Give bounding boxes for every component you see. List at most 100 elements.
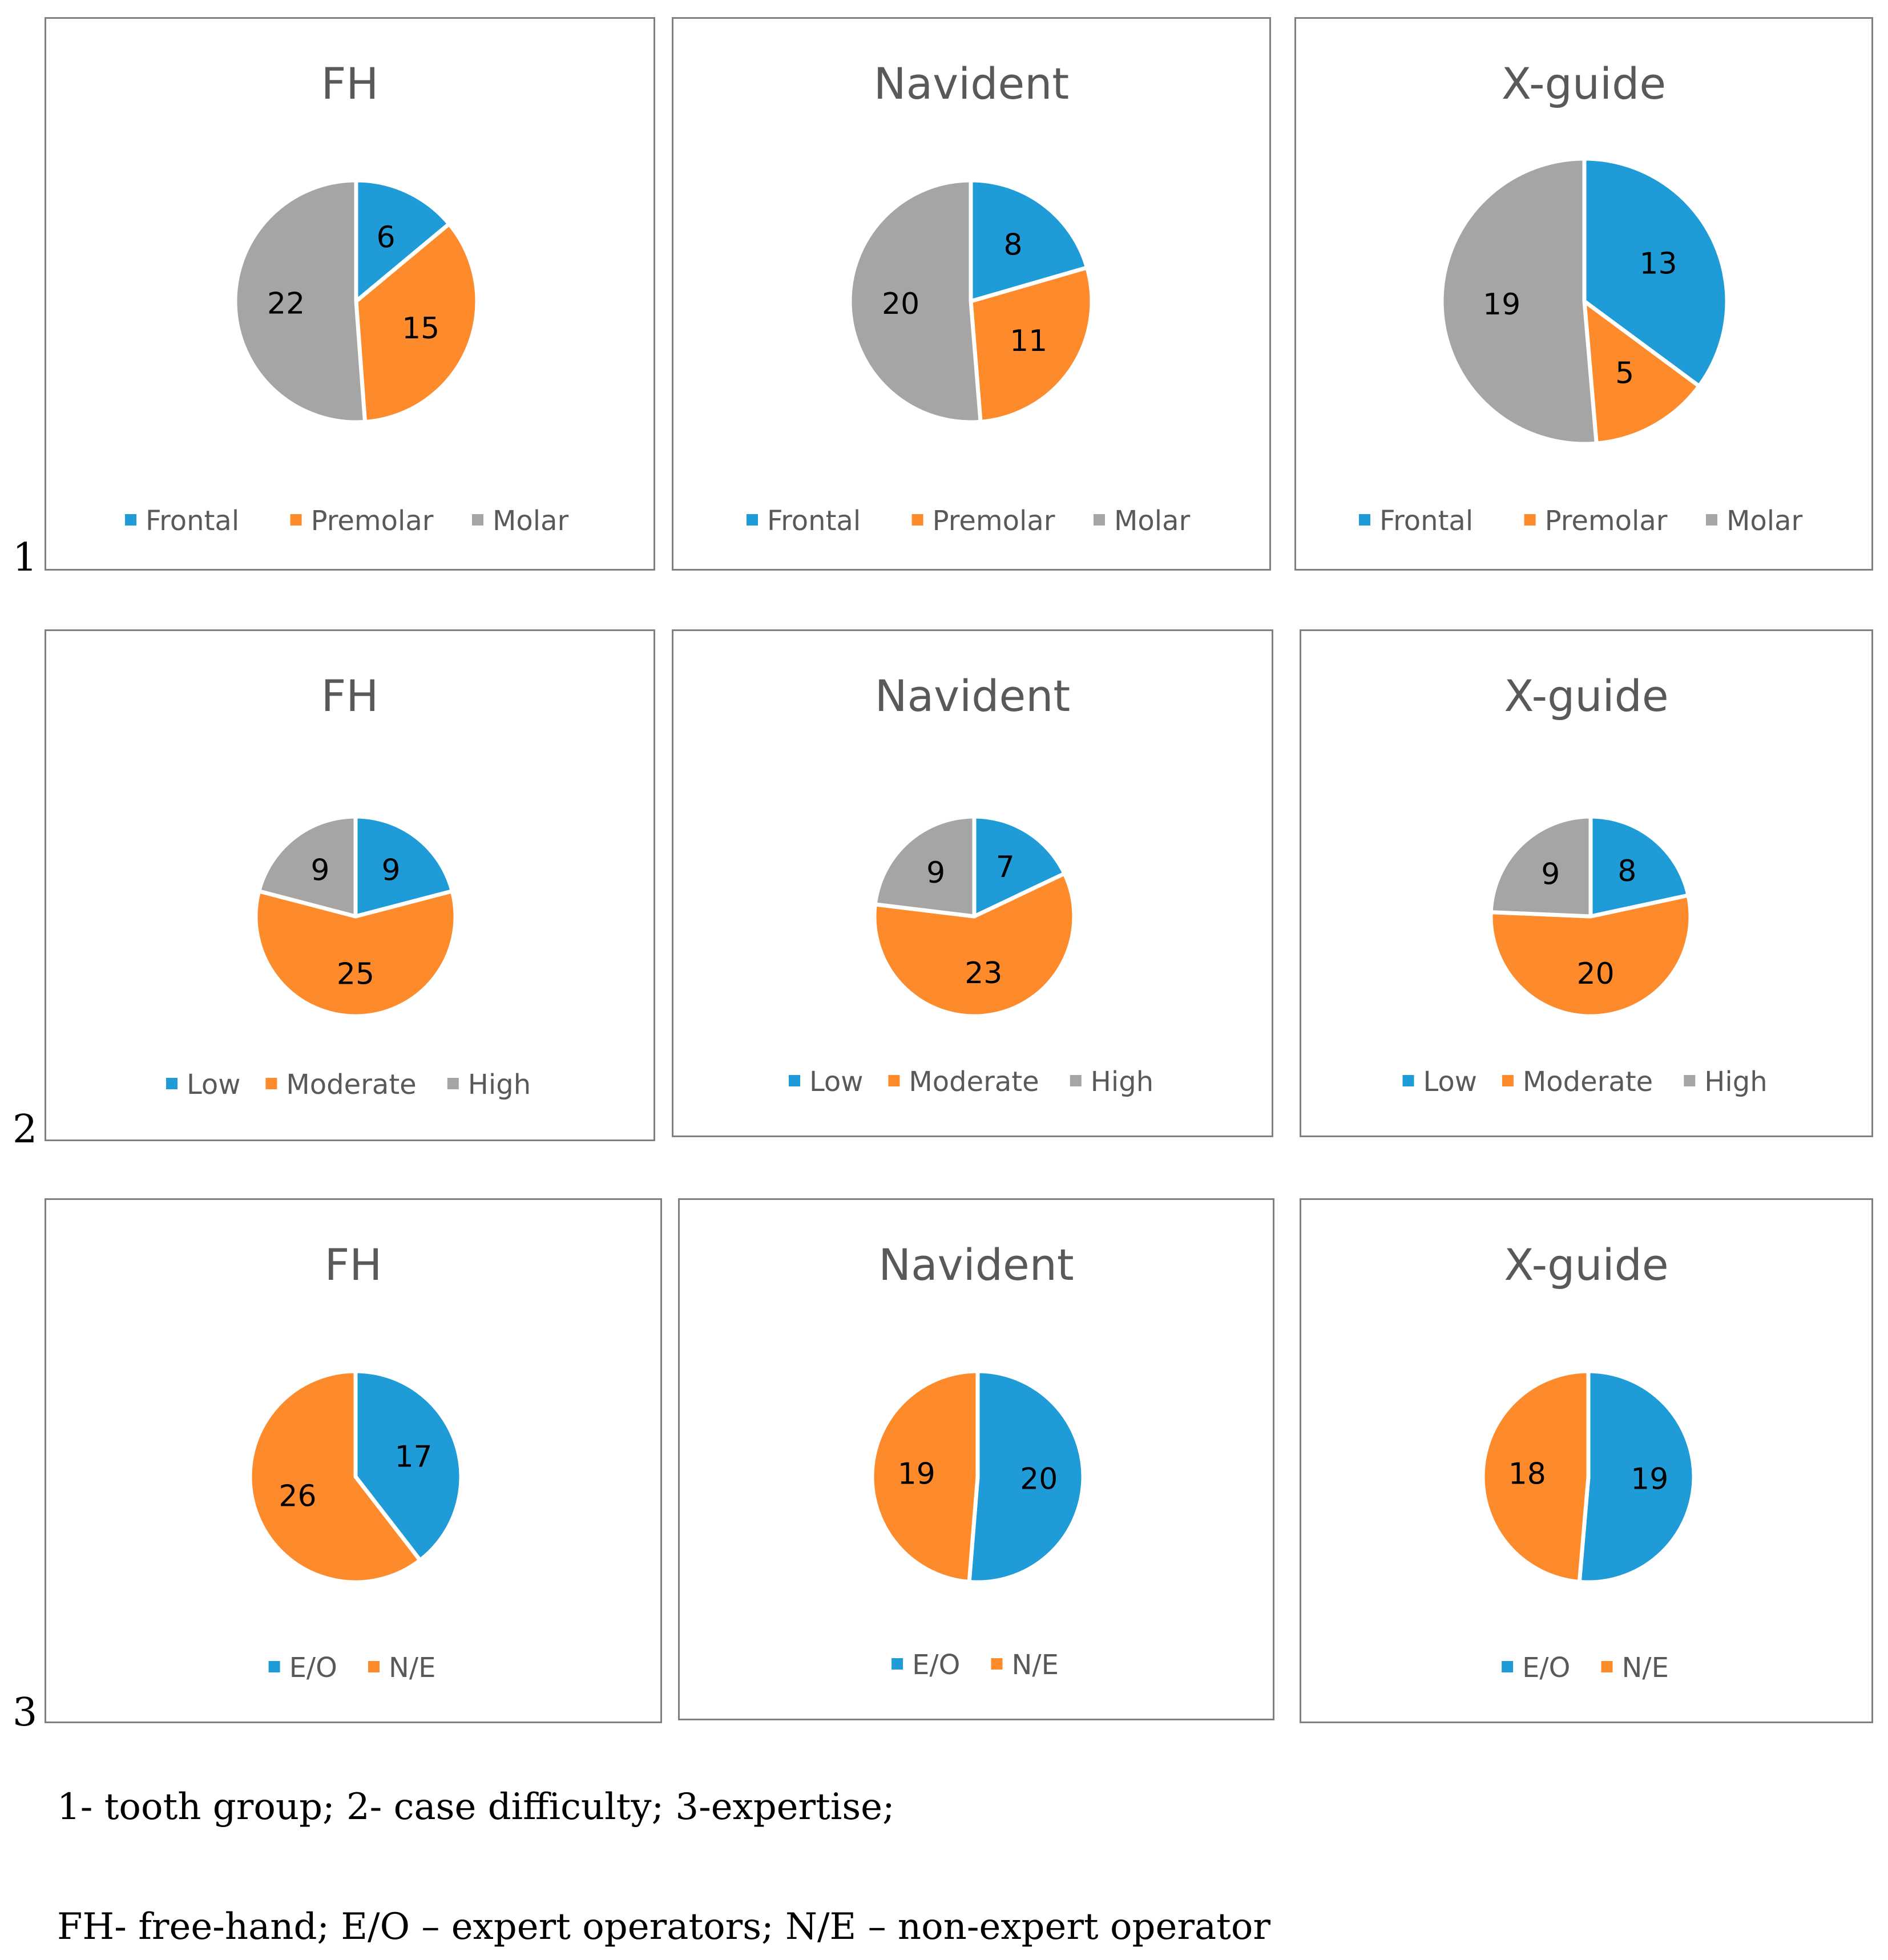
legend-label-molar: Molar xyxy=(1726,505,1803,537)
legend-label-n-e: N/E xyxy=(1012,1649,1059,1681)
pie-slice-molar xyxy=(233,178,367,425)
pie-chart: X-guide 13 5 19 Frontal Premolar Molar xyxy=(1359,58,1803,537)
chart-panel-xguide-tooth-group: X-guide 13 5 19 Frontal Premolar Molar xyxy=(1294,17,1873,571)
legend-label-e-o: E/O xyxy=(289,1652,337,1684)
legend-swatch-premolar xyxy=(290,514,302,526)
legend-swatch-molar xyxy=(1094,514,1105,526)
legend-label-n-e: N/E xyxy=(1622,1652,1669,1684)
legend-label-high: High xyxy=(1704,1066,1767,1098)
legend-swatch-high xyxy=(1070,1075,1082,1086)
pie-slice-moderate xyxy=(872,871,1076,1019)
legend-swatch-molar xyxy=(1706,514,1717,526)
pie-slice-molar xyxy=(1439,156,1599,446)
legend-label-n-e: N/E xyxy=(389,1652,435,1684)
data-label-low: 8 xyxy=(1617,854,1636,888)
pie-slice-frontal xyxy=(969,178,1090,304)
legend-label-low: Low xyxy=(187,1069,241,1101)
pie-slice-n-e xyxy=(248,1369,422,1585)
legend-swatch-premolar xyxy=(911,514,923,526)
chart-panel-fh-tooth-group: FH 6 15 22 Frontal Premolar Molar xyxy=(45,17,655,571)
legend-label-e-o: E/O xyxy=(912,1649,960,1681)
pie-slice-high xyxy=(873,814,977,919)
legend-swatch-n-e xyxy=(991,1658,1003,1670)
data-label-frontal: 6 xyxy=(377,221,396,255)
pie-slice-molar xyxy=(848,178,983,425)
legend-label-frontal: Frontal xyxy=(1379,505,1473,537)
pie-slice-high xyxy=(257,814,358,919)
chart-title: Navident xyxy=(875,670,1070,721)
data-label-low: 7 xyxy=(996,850,1015,884)
footnote-abbreviations-methods: FH- free-hand; E/O – expert operators; N… xyxy=(57,1906,1270,1948)
legend-label-high: High xyxy=(468,1069,531,1101)
chart-panel-xguide-case-difficulty: X-guide 8 20 9 Low Moderate High xyxy=(1300,629,1873,1137)
legend-swatch-high xyxy=(447,1078,459,1089)
legend-label-premolar: Premolar xyxy=(1545,505,1668,537)
chart-title: FH xyxy=(321,58,379,109)
data-label-n-e: 18 xyxy=(1508,1457,1546,1491)
legend-label-moderate: Moderate xyxy=(909,1066,1039,1098)
chart-title: FH xyxy=(321,670,379,721)
data-label-molar: 22 xyxy=(267,286,305,321)
legend-label-high: High xyxy=(1091,1066,1153,1098)
data-label-molar: 20 xyxy=(882,287,919,321)
legend-swatch-low xyxy=(789,1075,800,1086)
chart-title: Navident xyxy=(874,58,1069,109)
chart-title: Navident xyxy=(878,1239,1074,1290)
chart-panel-navident-tooth-group: Navident 8 11 20 Frontal Premolar Molar xyxy=(672,17,1271,571)
legend-label-molar: Molar xyxy=(493,505,569,537)
pie-slice-low xyxy=(972,814,1067,919)
pie-chart: FH 9 25 9 Low Moderate High xyxy=(166,670,531,1101)
data-label-premolar: 5 xyxy=(1615,357,1634,391)
legend-label-e-o: E/O xyxy=(1522,1652,1570,1684)
pie-slice-moderate xyxy=(253,889,458,1019)
legend-swatch-frontal xyxy=(747,514,758,526)
pie-chart: Navident 7 23 9 Low Moderate High xyxy=(789,670,1153,1098)
legend-swatch-low xyxy=(166,1078,177,1089)
data-label-low: 9 xyxy=(381,854,400,888)
footnote-abbreviations-rows: 1- tooth group; 2- case difficulty; 3-ex… xyxy=(57,1786,895,1828)
legend-label-molar: Molar xyxy=(1114,505,1191,537)
legend-swatch-moderate xyxy=(888,1075,900,1086)
data-label-frontal: 8 xyxy=(1003,228,1022,262)
legend-label-low: Low xyxy=(809,1066,864,1098)
data-label-high: 9 xyxy=(926,856,945,890)
pie-slice-frontal xyxy=(1582,156,1729,389)
pie-slice-e-o xyxy=(967,1369,1086,1585)
legend-swatch-low xyxy=(1402,1075,1414,1086)
legend-label-premolar: Premolar xyxy=(311,505,434,537)
pie-chart: Navident 8 11 20 Frontal Premolar Molar xyxy=(747,58,1191,537)
chart-title: FH xyxy=(325,1239,382,1290)
pie-chart: X-guide 8 20 9 Low Moderate High xyxy=(1402,670,1768,1098)
legend-label-low: Low xyxy=(1423,1066,1478,1098)
legend-swatch-moderate xyxy=(1502,1075,1514,1086)
chart-title: X-guide xyxy=(1504,670,1668,721)
chart-panel-fh-case-difficulty: FH 9 25 9 Low Moderate High xyxy=(45,629,655,1141)
legend-swatch-n-e xyxy=(1601,1661,1613,1672)
data-label-moderate: 20 xyxy=(1577,957,1615,991)
data-label-premolar: 11 xyxy=(1010,324,1047,358)
data-label-moderate: 23 xyxy=(965,956,1002,991)
legend-swatch-molar xyxy=(472,514,483,526)
pie-slice-premolar xyxy=(969,265,1094,424)
pie-chart: X-guide 19 18 E/O N/E xyxy=(1480,1239,1696,1684)
data-label-e-o: 17 xyxy=(394,1440,432,1474)
pie-slice-premolar xyxy=(1582,299,1701,446)
legend-swatch-n-e xyxy=(368,1661,380,1672)
chart-title: X-guide xyxy=(1504,1239,1668,1290)
row-label-3: 3 xyxy=(13,1690,38,1735)
data-label-premolar: 15 xyxy=(402,312,439,346)
chart-title: X-guide xyxy=(1502,58,1666,109)
legend-swatch-frontal xyxy=(125,514,136,526)
pie-slice-high xyxy=(1488,814,1593,919)
legend-swatch-e-o xyxy=(1502,1661,1514,1672)
data-label-high: 9 xyxy=(310,854,329,888)
data-label-n-e: 26 xyxy=(279,1480,316,1514)
pie-slice-low xyxy=(353,814,454,919)
pie-chart: FH 17 26 E/O N/E xyxy=(248,1239,463,1684)
pie-slice-moderate xyxy=(1488,893,1693,1019)
row-label-1: 1 xyxy=(13,535,38,580)
pie-slice-n-e xyxy=(1480,1369,1591,1584)
chart-panel-fh-expertise: FH 17 26 E/O N/E xyxy=(45,1198,662,1723)
data-label-n-e: 19 xyxy=(898,1457,935,1492)
data-label-molar: 19 xyxy=(1483,288,1520,322)
